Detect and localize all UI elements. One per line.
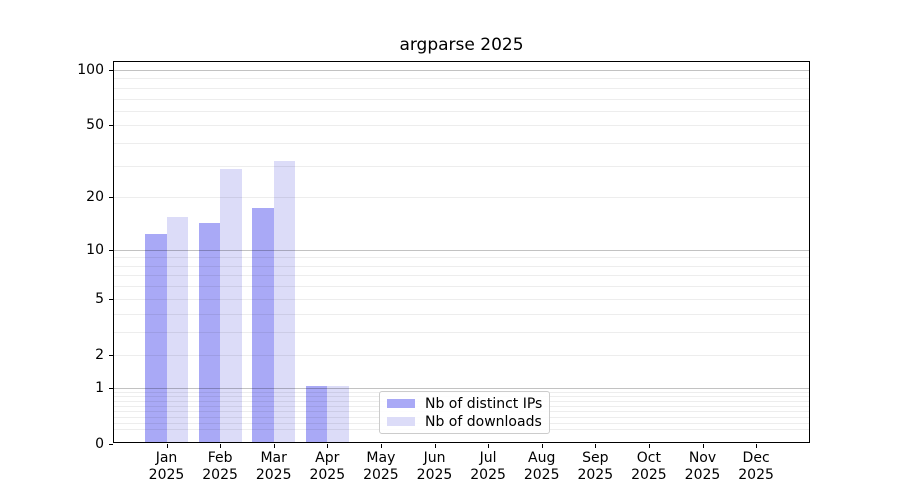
x-tick-mark-aug xyxy=(541,444,543,448)
legend: Nb of distinct IPs Nb of downloads xyxy=(379,391,551,434)
x-tick-mark-nov xyxy=(702,444,704,448)
gridline-y-20 xyxy=(114,197,809,199)
x-tick-mark-jul xyxy=(488,444,490,448)
gridline-y-7 xyxy=(114,275,809,277)
y-tick-mark-50 xyxy=(109,125,113,127)
bar-nb-of-distinct-ips-feb xyxy=(198,222,221,442)
y-tick-label-0: 0 xyxy=(95,436,104,452)
bar-nb-of-downloads-mar xyxy=(273,161,296,442)
legend-label-nb-of-distinct-ips: Nb of distinct IPs xyxy=(425,395,543,412)
x-tick-mark-mar xyxy=(273,444,275,448)
y-tick-mark-0 xyxy=(109,444,113,445)
gridline-y-80 xyxy=(114,87,809,89)
gridline-y-10 xyxy=(114,249,809,251)
x-tick-label-jan: Jan 2025 xyxy=(148,450,185,483)
gridline-y-100 xyxy=(114,69,809,71)
y-tick-mark-100 xyxy=(109,69,113,71)
bar-nb-of-downloads-jan xyxy=(166,217,188,442)
x-tick-mark-may xyxy=(380,444,382,448)
gridline-y-70 xyxy=(114,98,809,100)
gridline-y-50 xyxy=(114,125,809,127)
plot-area xyxy=(113,61,810,443)
legend-swatch-nb-of-distinct-ips xyxy=(387,399,415,408)
bar-nb-of-distinct-ips-apr xyxy=(305,385,328,442)
gridline-y-4 xyxy=(114,313,809,315)
x-tick-mark-sep xyxy=(595,444,597,448)
x-tick-label-oct: Oct 2025 xyxy=(631,450,667,483)
y-tick-mark-10 xyxy=(109,249,113,251)
x-tick-mark-dec xyxy=(756,444,758,448)
x-tick-mark-jun xyxy=(434,444,436,448)
x-tick-mark-apr xyxy=(327,444,329,448)
x-tick-label-sep: Sep 2025 xyxy=(577,450,614,483)
x-tick-mark-feb xyxy=(220,444,222,448)
bar-nb-of-distinct-ips-jan xyxy=(145,234,167,442)
x-tick-label-dec: Dec 2025 xyxy=(738,450,774,483)
legend-item-nb-of-distinct-ips: Nb of distinct IPs xyxy=(387,395,542,412)
x-tick-label-aug: Aug 2025 xyxy=(523,450,560,483)
y-tick-mark-5 xyxy=(109,298,113,300)
legend-swatch-nb-of-downloads xyxy=(387,417,415,426)
x-tick-label-feb: Feb 2025 xyxy=(202,450,238,483)
x-tick-label-jun: Jun 2025 xyxy=(416,450,453,483)
y-tick-label-20: 20 xyxy=(86,189,104,206)
bar-nb-of-downloads-feb xyxy=(220,169,242,442)
chart-title: argparse 2025 xyxy=(399,35,524,55)
gridline-y-6 xyxy=(114,286,809,288)
gridline-y-5 xyxy=(114,298,809,300)
y-tick-label-1: 1 xyxy=(95,379,104,396)
gridline-y-90 xyxy=(114,78,809,80)
bar-nb-of-distinct-ips-mar xyxy=(252,207,274,442)
x-tick-label-mar: Mar 2025 xyxy=(255,450,292,483)
gridline-y-8 xyxy=(114,265,809,267)
gridline-y-2 xyxy=(114,354,809,356)
bar-nb-of-downloads-apr xyxy=(327,385,349,442)
legend-label-nb-of-downloads: Nb of downloads xyxy=(425,413,542,430)
gridline-y-1 xyxy=(114,387,809,389)
gridline-y-9 xyxy=(114,257,809,259)
x-tick-label-may: May 2025 xyxy=(363,450,399,483)
x-tick-label-apr: Apr 2025 xyxy=(309,450,346,483)
gridline-y-60 xyxy=(114,110,809,112)
gridline-y-30 xyxy=(114,165,809,167)
x-tick-mark-oct xyxy=(648,444,650,448)
y-tick-mark-2 xyxy=(109,354,113,356)
x-tick-mark-jan xyxy=(166,444,168,448)
legend-item-nb-of-downloads: Nb of downloads xyxy=(387,413,542,430)
y-tick-mark-1 xyxy=(109,387,113,389)
y-tick-label-5: 5 xyxy=(95,290,104,307)
y-tick-label-100: 100 xyxy=(77,61,104,78)
x-tick-label-jul: Jul 2025 xyxy=(470,450,506,483)
gridline-y-40 xyxy=(114,143,809,145)
y-tick-mark-20 xyxy=(109,197,113,199)
y-tick-label-10: 10 xyxy=(86,241,104,258)
gridline-y-3 xyxy=(114,331,809,333)
y-tick-label-50: 50 xyxy=(86,117,104,134)
x-tick-label-nov: Nov 2025 xyxy=(684,450,721,483)
y-tick-label-2: 2 xyxy=(95,346,104,363)
